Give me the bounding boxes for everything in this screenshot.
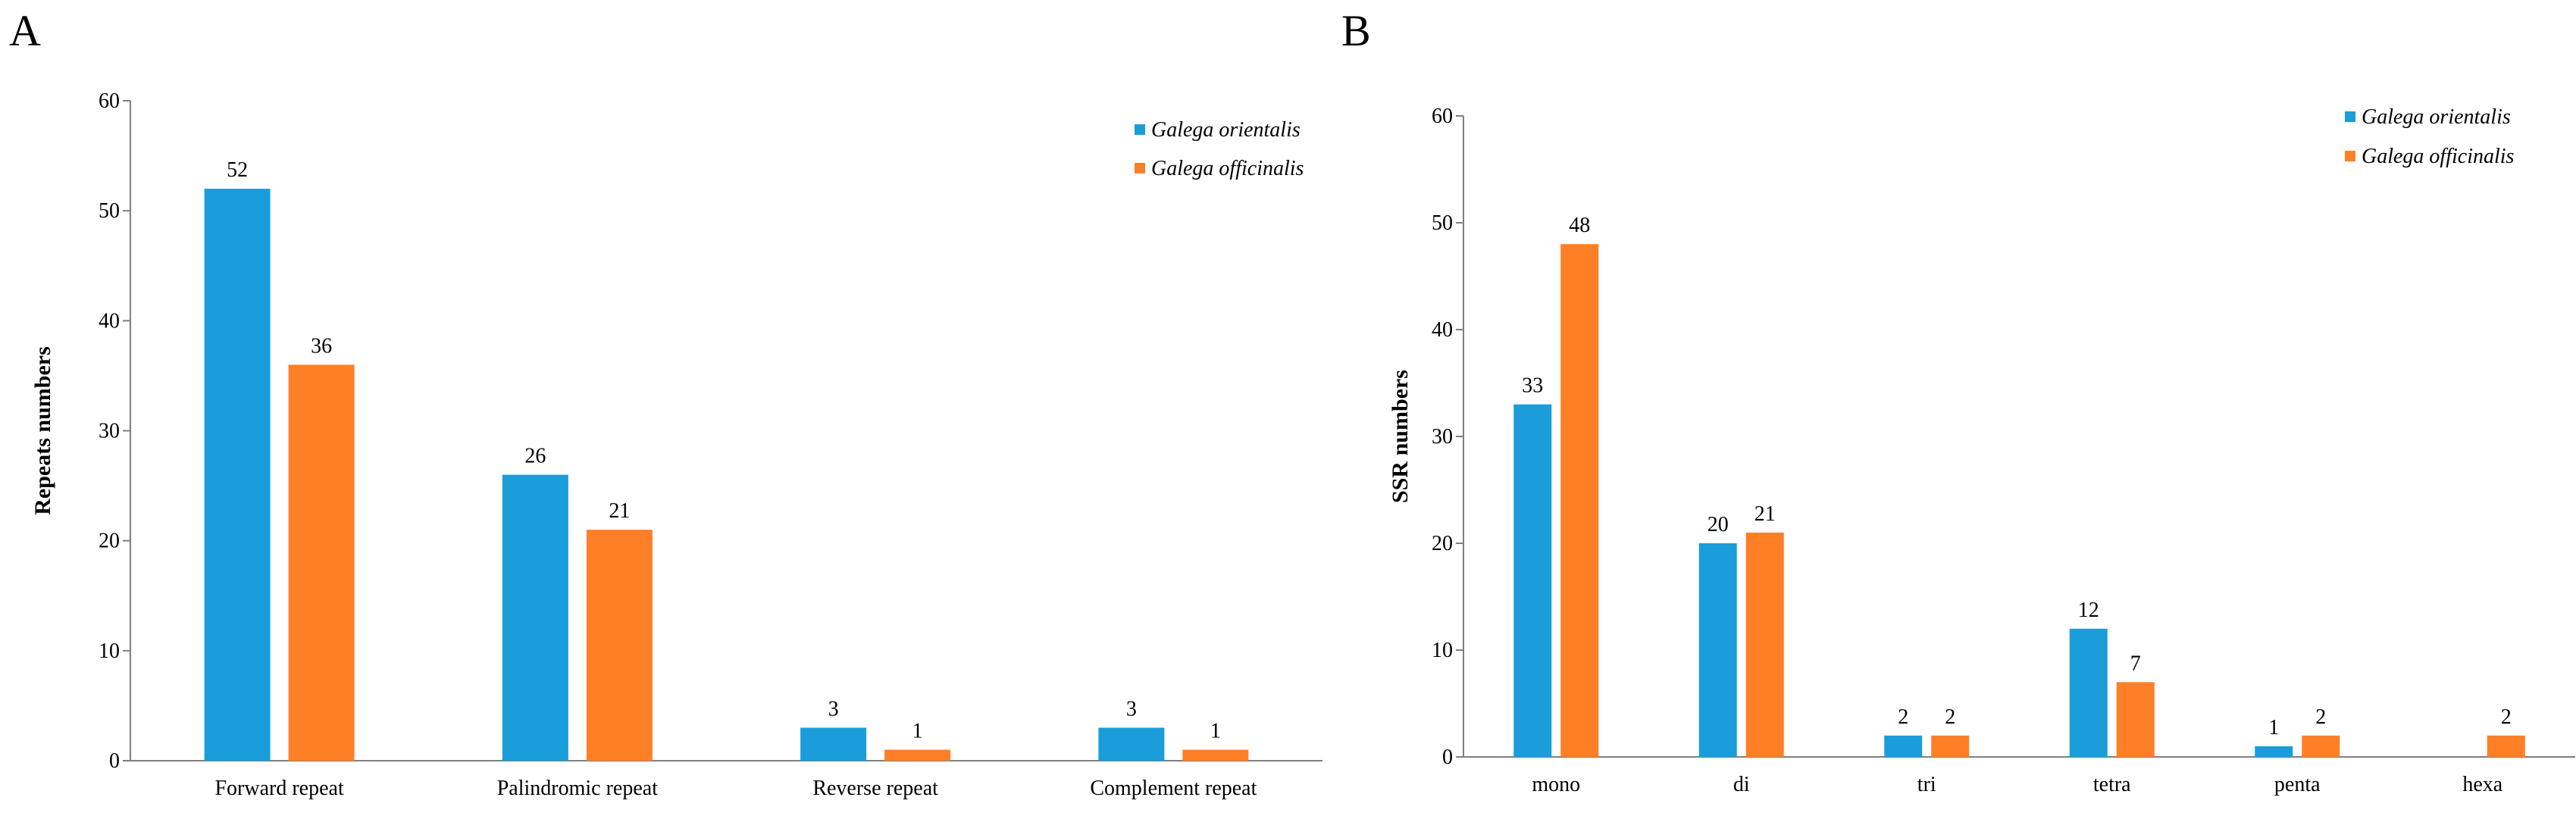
bar-value-label: 26 <box>524 445 546 468</box>
bar <box>1098 727 1165 761</box>
bar-value-label: 21 <box>609 499 630 523</box>
y-tick-label: 40 <box>1432 318 1453 342</box>
x-category-label: Palindromic repeat <box>497 777 658 800</box>
legend-swatch <box>1135 163 1145 174</box>
bar <box>2116 682 2155 757</box>
bar-value-label: 21 <box>1754 502 1776 526</box>
bar-value-label: 33 <box>1522 374 1543 398</box>
y-tick-label: 50 <box>99 199 120 223</box>
x-category-label: di <box>1733 773 1750 796</box>
legend-label: Galega officinalis <box>2362 145 2515 168</box>
bar-value-label: 1 <box>2268 716 2279 740</box>
bar-value-label: 3 <box>828 697 839 721</box>
bar <box>2255 746 2293 757</box>
bar <box>1182 749 1249 761</box>
x-category-label: tri <box>1917 773 1936 796</box>
legend-swatch <box>2345 151 2355 161</box>
panel-a-letter: A <box>9 6 41 55</box>
bar <box>1698 543 1737 757</box>
x-category-label: tetra <box>2093 773 2131 796</box>
y-tick-label: 20 <box>1432 532 1453 555</box>
bar-value-label: 2 <box>1945 705 1955 729</box>
bar <box>2487 735 2525 757</box>
x-category-label: Forward repeat <box>214 777 343 800</box>
bar-value-label: 20 <box>1707 513 1729 536</box>
x-category-label: penta <box>2274 773 2321 796</box>
legend-swatch <box>2345 111 2355 122</box>
bar-value-label: 48 <box>1569 214 1590 237</box>
y-tick-label: 10 <box>99 639 120 663</box>
bar-value-label: 1 <box>1210 719 1221 743</box>
bar-value-label: 36 <box>311 334 332 358</box>
chart-a: 0 10 20 30 40 50 60 Repeats numbers Forward repe… <box>30 89 1322 800</box>
y-tick-label: 20 <box>99 530 120 553</box>
bar <box>1884 735 1923 757</box>
bar-value-label: 12 <box>2078 599 2099 622</box>
bar-value-label: 3 <box>1126 697 1137 721</box>
bar <box>2069 628 2108 757</box>
bar <box>1931 735 1970 757</box>
legend-label: Galega officinalis <box>1151 157 1304 180</box>
y-tick-label: 60 <box>1432 105 1453 128</box>
bar-value-label: 1 <box>912 719 923 743</box>
legend-label: Galega orientalis <box>2362 105 2511 129</box>
x-category-label: hexa <box>2462 773 2502 796</box>
y-tick-label: 50 <box>1432 211 1453 235</box>
y-axis-title: SSR numbers <box>1388 370 1413 503</box>
y-tick-label: 30 <box>1432 425 1453 449</box>
x-category-label: Complement repeat <box>1090 777 1257 800</box>
y-tick-label: 0 <box>1442 746 1453 769</box>
bar <box>2302 735 2340 757</box>
y-tick-label: 0 <box>109 749 120 773</box>
bar <box>204 189 271 761</box>
legend-swatch <box>1135 124 1145 135</box>
y-tick-label: 30 <box>99 420 120 443</box>
bar <box>1745 532 1784 757</box>
bar-value-label: 2 <box>1898 705 1908 729</box>
legend-label: Galega orientalis <box>1151 118 1301 142</box>
bar-value-label: 2 <box>2501 705 2512 729</box>
bar <box>884 749 951 761</box>
x-category-label: mono <box>1532 773 1580 796</box>
bar <box>502 474 568 761</box>
y-tick-label: 10 <box>1432 639 1453 662</box>
bar-value-label: 2 <box>2315 705 2326 729</box>
bar <box>288 364 355 761</box>
y-tick-label: 60 <box>99 89 120 113</box>
bar <box>1560 244 1599 757</box>
panel-b-letter: B <box>1341 6 1371 55</box>
bar <box>1513 404 1552 757</box>
bar-value-label: 52 <box>227 158 248 182</box>
x-category-label: Reverse repeat <box>812 777 938 800</box>
y-tick-label: 40 <box>99 309 120 333</box>
bar-value-label: 7 <box>2130 652 2141 675</box>
bar <box>800 727 867 761</box>
bar <box>586 530 653 761</box>
y-axis-title: Repeats numbers <box>30 346 55 515</box>
